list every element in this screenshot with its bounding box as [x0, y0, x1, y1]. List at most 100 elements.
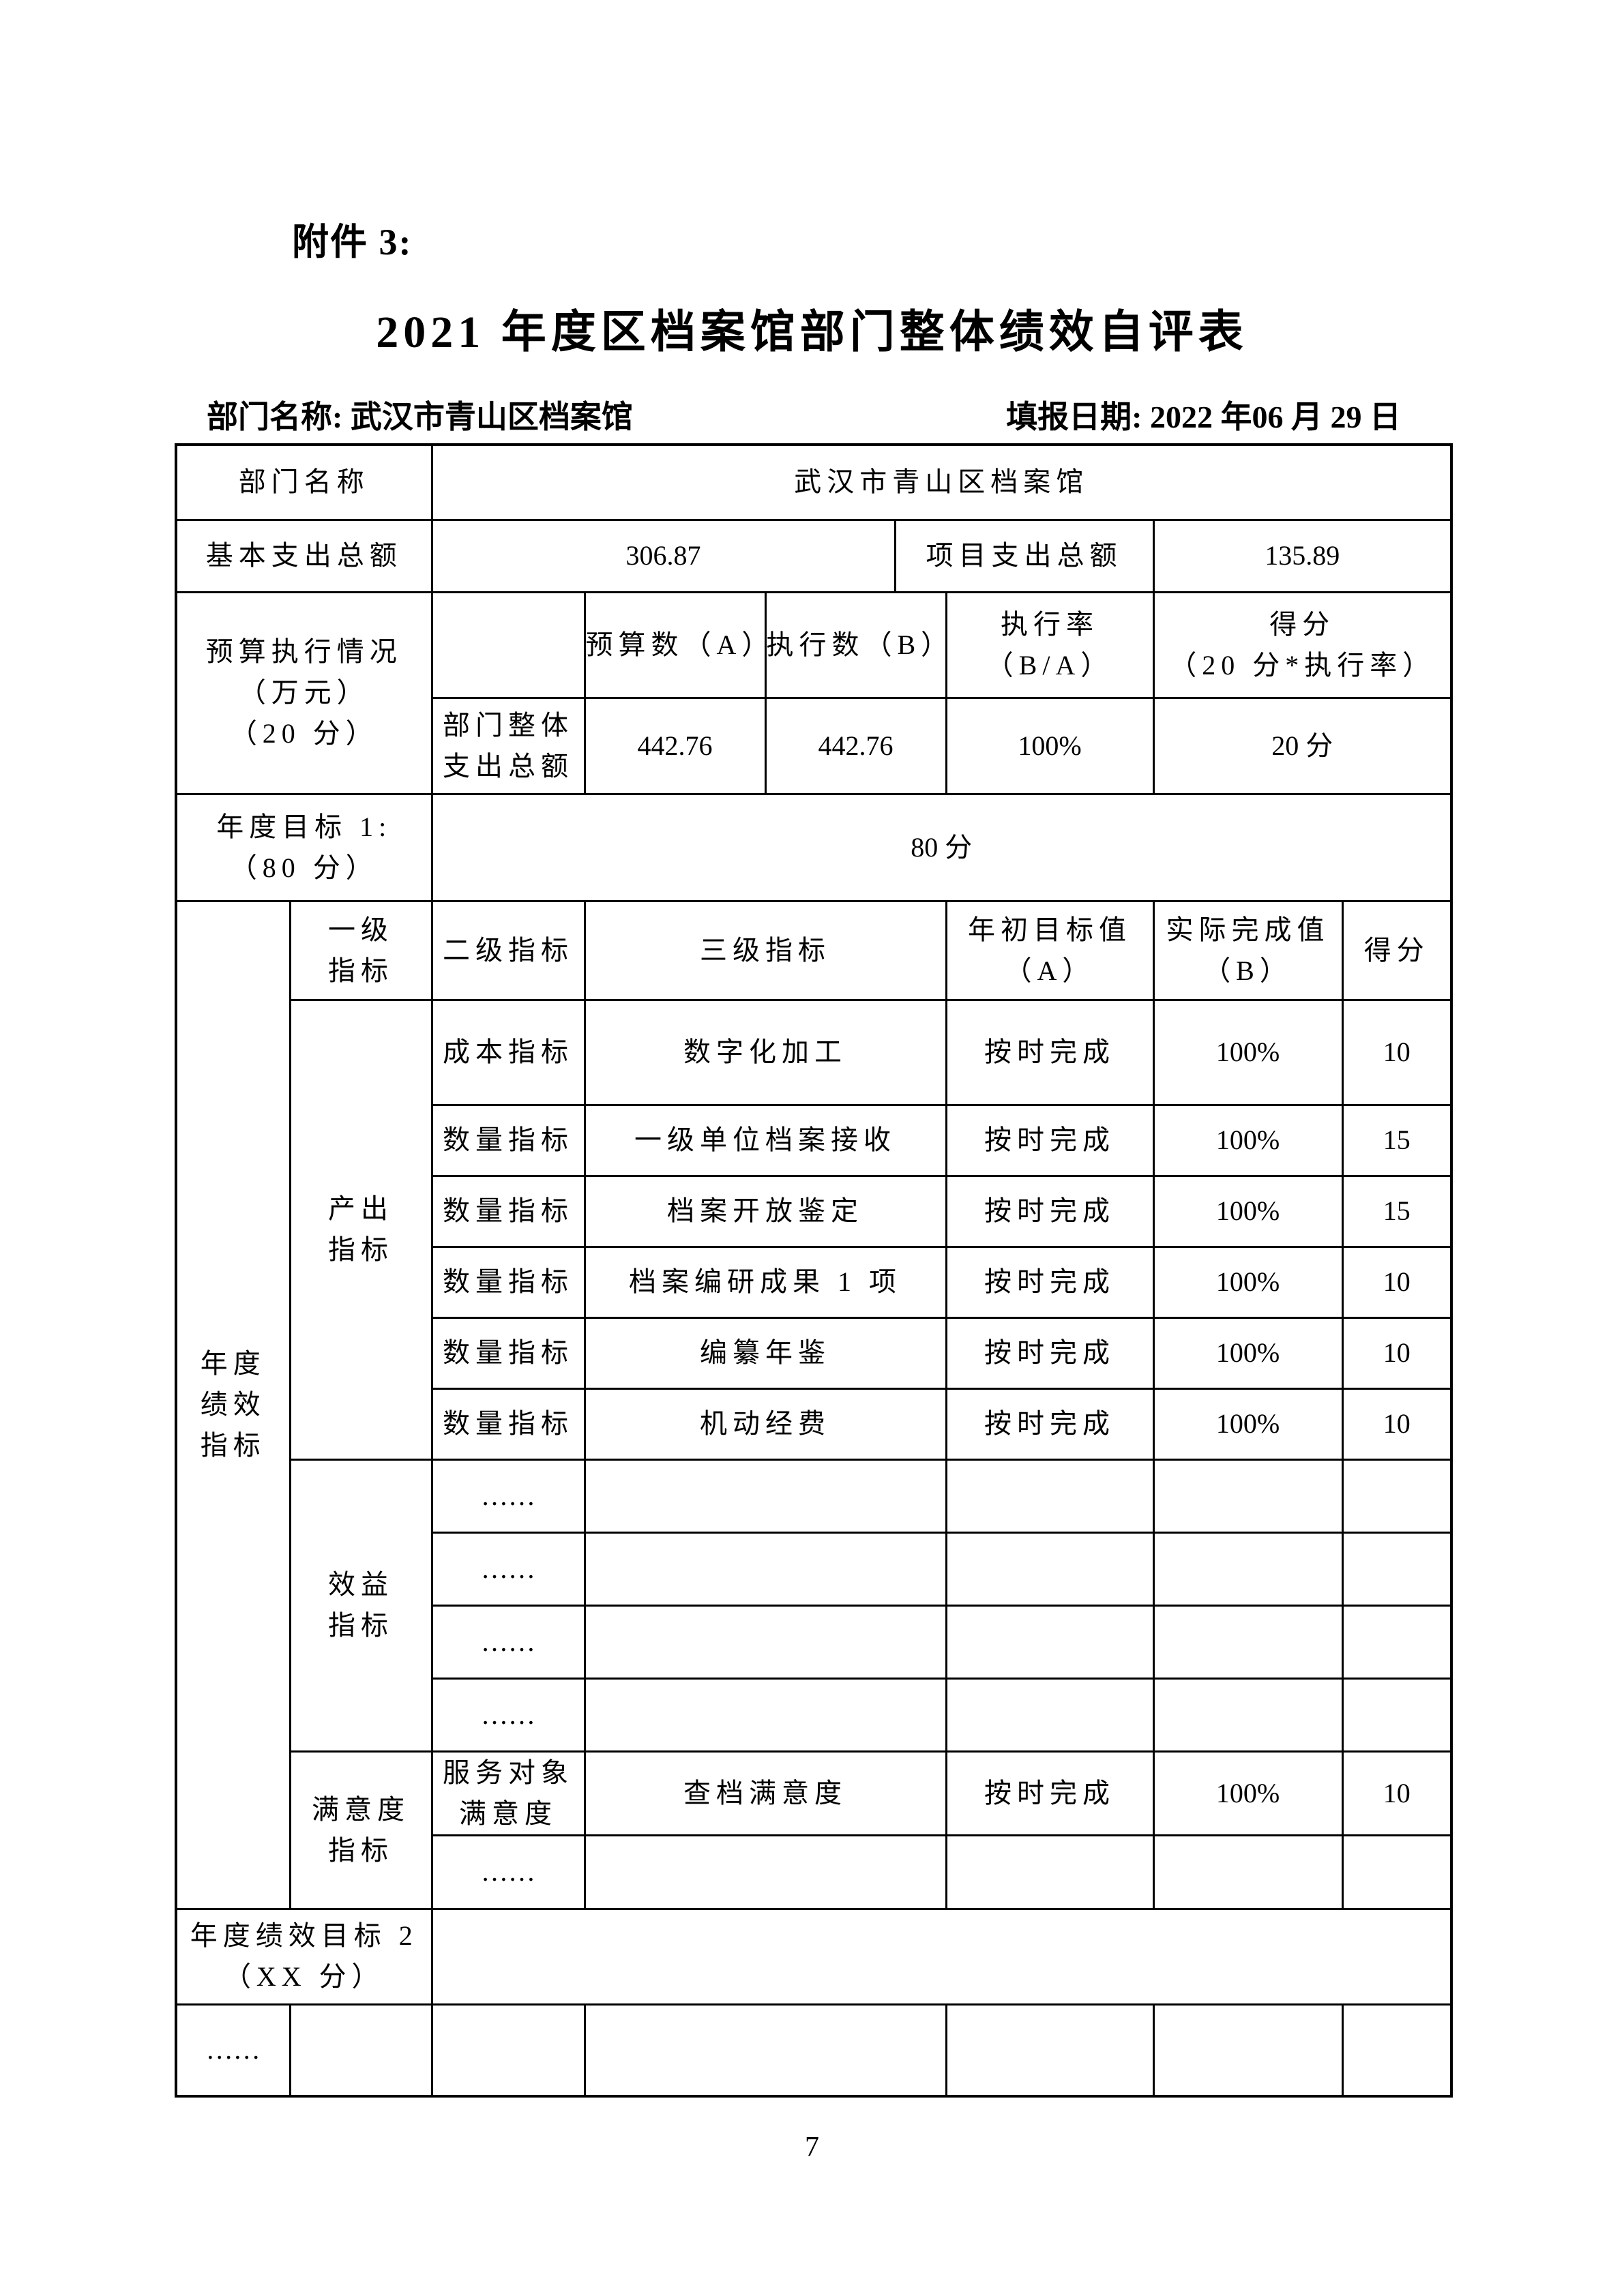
- cell-level3: 机动经费: [583, 1387, 947, 1461]
- cell-level3: [583, 1531, 947, 1607]
- row-indicator-quantity-5: 数量指标 机动经费 按时完成 100% 10: [176, 1387, 1453, 1461]
- cell-level3: 一级单位档案接收: [583, 1103, 947, 1177]
- cell-level3: 查档满意度: [583, 1750, 947, 1836]
- cell-basic-expense-label: 基本支出总额: [175, 518, 433, 593]
- row-indicator-benefit-2: ……: [176, 1531, 1453, 1607]
- page-title: 2021 年度区档案馆部门整体绩效自评表: [376, 308, 1248, 357]
- cell-header-level2: 二级指标: [430, 899, 586, 1001]
- row-indicator-benefit-3: ……: [176, 1604, 1453, 1680]
- meta-line: 部门名称: 武汉市青山区档案馆 填报日期: 2022 年06 月 29 日: [175, 398, 1450, 436]
- cell-level3: 档案编研成果 1 项: [583, 1245, 947, 1319]
- row-indicator-quantity-2: 数量指标 档案开放鉴定 按时完成 100% 15: [176, 1174, 1453, 1248]
- row-goal1: 年度目标 1: （80 分） 80 分: [175, 792, 1453, 902]
- row-indicator-quantity-1: 数量指标 一级单位档案接收 按时完成 100% 15: [176, 1103, 1453, 1177]
- cell-goal2-value: [430, 1907, 1453, 2006]
- cell-score: [1341, 1834, 1453, 1910]
- cell-header-target: 年初目标值 （A）: [945, 899, 1155, 1001]
- cell-project-expense-label: 项目支出总额: [894, 518, 1155, 593]
- performance-table: 部门名称 武汉市青山区档案馆 基本支出总额 306.87 项目支出总额 135.…: [175, 443, 1453, 2098]
- cell-actual: 100%: [1152, 1174, 1344, 1248]
- cell-level2: ……: [430, 1531, 586, 1607]
- cell-score: 10: [1341, 1387, 1453, 1461]
- row-indicator-satisfaction-ellipsis: ……: [176, 1834, 1453, 1910]
- cell-actual: [1152, 1531, 1344, 1607]
- cell-actual: 100%: [1152, 1316, 1344, 1390]
- cell-target: [945, 1677, 1155, 1753]
- cell-header-score: 得分: [1341, 899, 1453, 1001]
- cell-annual-performance-side-label: 年度 绩效 指标: [175, 899, 291, 1910]
- cell-level2: 数量指标: [430, 1245, 586, 1319]
- cell-rate-value: 100%: [945, 696, 1155, 795]
- cell-score: 10: [1341, 1316, 1453, 1390]
- cell-level3: 档案开放鉴定: [583, 1174, 947, 1248]
- row-budget-header: 预算执行情况 （万元） （20 分） 预算数（A） 执行数（B） 执行率（B/A…: [175, 591, 1453, 795]
- cell-target: [945, 1834, 1155, 1910]
- cell-group-benefit: 效益 指标: [289, 1458, 433, 1753]
- cell-score: [1341, 1531, 1453, 1607]
- cell-level3: [583, 1677, 947, 1753]
- cell-level2: 服务对象 满意度: [430, 1750, 586, 1836]
- cell-target: [945, 1531, 1155, 1607]
- cell-level2: ……: [430, 1604, 586, 1680]
- cell-score: 10: [1341, 1245, 1453, 1319]
- cell-actual: 100%: [1152, 998, 1344, 1106]
- row-indicator-benefit-4: ……: [176, 1677, 1453, 1753]
- cell-target: 按时完成: [945, 1245, 1155, 1319]
- cell-actual: 100%: [1152, 1245, 1344, 1319]
- cell-score: 15: [1341, 1174, 1453, 1248]
- row-dept-name: 部门名称 武汉市青山区档案馆: [175, 443, 1453, 521]
- cell-target: 按时完成: [945, 1387, 1155, 1461]
- cell-budget-value: 442.76: [583, 696, 767, 795]
- cell-score: [1341, 1604, 1453, 1680]
- row-budget-values: 部门整体 支出总额 442.76 442.76 100% 20 分: [176, 696, 1453, 795]
- row-indicator-cost: 产出 指标 成本指标 数字化加工 按时完成 100% 10: [176, 998, 1453, 1461]
- cell-actual: 100%: [1152, 1103, 1344, 1177]
- cell-goal1-value: 80 分: [430, 792, 1453, 902]
- cell-group-satisfaction: 满意度 指标: [289, 1750, 433, 1910]
- row-goal2: 年度绩效目标 2 （XX 分）: [175, 1907, 1453, 2006]
- cell-score: [1341, 1677, 1453, 1753]
- cell-actual: [1152, 1677, 1344, 1753]
- cell-ellipsis-label: ……: [175, 2003, 291, 2098]
- cell-level2: 数量指标: [430, 1316, 586, 1390]
- cell-target: 按时完成: [945, 1103, 1155, 1177]
- cell-budget-score-value: 20 分: [1152, 696, 1453, 795]
- cell-score: 10: [1341, 998, 1453, 1106]
- cell-budget-col-execution: 执行数（B）: [764, 591, 947, 699]
- cell-basic-expense-value: 306.87: [430, 518, 896, 593]
- cell-actual: 100%: [1152, 1387, 1344, 1461]
- row-ellipsis: ……: [175, 2003, 1453, 2098]
- cell-budget-col-score: 得分 （20 分*执行率）: [1152, 591, 1453, 699]
- cell-empty: [945, 2003, 1155, 2098]
- cell-level2: 成本指标: [430, 998, 586, 1106]
- cell-level2: ……: [430, 1458, 586, 1534]
- cell-level3: [583, 1834, 947, 1910]
- cell-level3: [583, 1604, 947, 1680]
- cell-target: [945, 1604, 1155, 1680]
- cell-level2: 数量指标: [430, 1387, 586, 1461]
- attachment-label: 附件 3:: [292, 222, 413, 263]
- cell-execution-value: 442.76: [764, 696, 947, 795]
- cell-score: 10: [1341, 1750, 1453, 1836]
- row-indicator-header: 年度 绩效 指标 一级 指标 二级指标 三级指标 年初目标值 （A） 实际完成值…: [175, 899, 1453, 1910]
- cell-level2: 数量指标: [430, 1103, 586, 1177]
- cell-goal2-label: 年度绩效目标 2 （XX 分）: [175, 1907, 433, 2006]
- row-indicator-quantity-3: 数量指标 档案编研成果 1 项 按时完成 100% 10: [176, 1245, 1453, 1319]
- cell-header-level3: 三级指标: [583, 899, 947, 1001]
- cell-dept-name-label: 部门名称: [175, 443, 433, 521]
- report-date-label: 填报日期: 2022 年06 月 29 日: [1006, 400, 1401, 434]
- cell-score: [1341, 1458, 1453, 1534]
- cell-target: [945, 1458, 1155, 1534]
- cell-goal1-label: 年度目标 1: （80 分）: [175, 792, 433, 902]
- page-number: 7: [805, 2132, 819, 2163]
- cell-target: 按时完成: [945, 998, 1155, 1106]
- cell-level3: 编纂年鉴: [583, 1316, 947, 1390]
- cell-level3: 数字化加工: [583, 998, 947, 1106]
- cell-score: 15: [1341, 1103, 1453, 1177]
- cell-empty: [1152, 2003, 1344, 2098]
- cell-empty: [583, 2003, 947, 2098]
- cell-actual: [1152, 1834, 1344, 1910]
- cell-budget-section-label: 预算执行情况 （万元） （20 分）: [175, 591, 433, 795]
- cell-target: 按时完成: [945, 1316, 1155, 1390]
